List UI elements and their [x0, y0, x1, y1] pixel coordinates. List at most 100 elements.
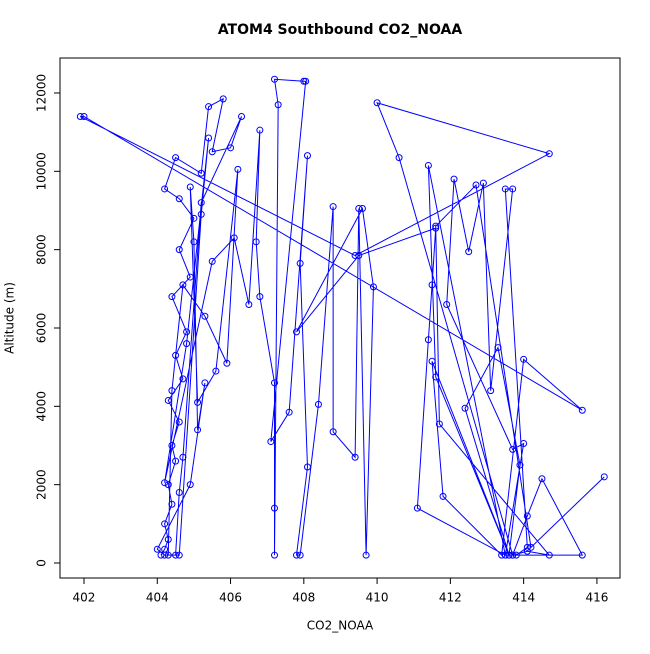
data-point	[208, 148, 216, 156]
data-point	[432, 224, 440, 232]
data-point	[256, 293, 264, 301]
data-point	[362, 551, 370, 559]
data-point	[523, 547, 531, 555]
data-point	[329, 428, 337, 436]
data-point	[172, 154, 180, 162]
data-point	[230, 234, 238, 242]
data-point	[175, 195, 183, 203]
data-point	[355, 205, 363, 213]
data-point	[296, 259, 304, 267]
data-point	[545, 150, 553, 158]
data-point	[292, 328, 300, 336]
data-point	[578, 406, 586, 414]
data-point	[175, 551, 183, 559]
data-point	[168, 387, 176, 395]
data-point	[168, 293, 176, 301]
data-point	[183, 328, 191, 336]
data-point	[252, 238, 260, 246]
data-point	[274, 101, 282, 109]
data-point	[164, 535, 172, 543]
data-line	[80, 78, 605, 557]
y-tick-label: 12000	[35, 74, 49, 112]
data-point	[186, 273, 194, 281]
data-point	[179, 375, 187, 383]
data-point	[212, 367, 220, 375]
data-point	[351, 252, 359, 260]
data-point	[512, 551, 520, 559]
data-point	[153, 545, 161, 553]
data-point	[432, 373, 440, 381]
data-point	[164, 396, 172, 404]
data-point	[205, 134, 213, 142]
data-point	[450, 175, 458, 183]
data-point	[186, 183, 194, 191]
data-point	[498, 551, 506, 559]
data-point	[509, 551, 517, 559]
data-point	[520, 440, 528, 448]
data-point	[296, 551, 304, 559]
data-point	[600, 473, 608, 481]
data-point	[271, 551, 279, 559]
data-point	[168, 441, 176, 449]
x-tick-label: 408	[292, 591, 315, 605]
data-point	[172, 457, 180, 465]
data-point	[523, 512, 531, 520]
y-tick-label: 0	[35, 559, 49, 567]
data-point	[197, 210, 205, 218]
data-point	[161, 479, 169, 487]
data-point	[175, 246, 183, 254]
data-point	[465, 248, 473, 256]
data-point	[355, 252, 363, 260]
data-point	[424, 336, 432, 344]
data-point	[509, 185, 517, 193]
data-point	[168, 500, 176, 508]
data-point	[194, 398, 202, 406]
data-point	[302, 77, 310, 85]
data-point	[428, 281, 436, 289]
data-point	[487, 387, 495, 395]
data-point	[227, 144, 235, 152]
data-point	[201, 379, 209, 387]
data-point	[256, 126, 264, 134]
data-point	[329, 203, 337, 211]
data-point	[501, 551, 509, 559]
data-point	[179, 281, 187, 289]
data-point	[516, 461, 524, 469]
x-tick-label: 416	[585, 591, 608, 605]
data-point	[472, 181, 480, 189]
data-point	[285, 408, 293, 416]
data-point	[395, 154, 403, 162]
data-point	[479, 179, 487, 187]
data-point	[197, 199, 205, 207]
data-point	[164, 481, 172, 489]
data-point	[520, 355, 528, 363]
data-point	[435, 420, 443, 428]
data-point	[505, 551, 513, 559]
x-tick-label: 410	[366, 591, 389, 605]
data-point	[245, 300, 253, 308]
data-point	[303, 463, 311, 471]
data-point	[161, 551, 169, 559]
data-point	[267, 438, 275, 446]
data-point	[538, 475, 546, 483]
data-point	[201, 312, 209, 320]
data-point	[190, 214, 198, 222]
x-tick-label: 414	[512, 591, 535, 605]
data-point	[358, 205, 366, 213]
data-point	[424, 161, 432, 169]
data-point	[494, 344, 502, 352]
data-point	[300, 77, 308, 85]
plot-box	[59, 57, 621, 579]
x-tick-label: 402	[73, 591, 96, 605]
data-point	[432, 222, 440, 230]
data-point	[439, 492, 447, 500]
x-axis-label: CO2_NOAA	[307, 619, 374, 633]
data-point	[183, 340, 191, 348]
data-point	[205, 103, 213, 111]
y-tick-label: 4000	[35, 391, 49, 422]
data-point	[234, 165, 242, 173]
x-tick-label: 412	[439, 591, 462, 605]
data-point	[190, 238, 198, 246]
data-point	[186, 481, 194, 489]
data-point	[369, 283, 377, 291]
